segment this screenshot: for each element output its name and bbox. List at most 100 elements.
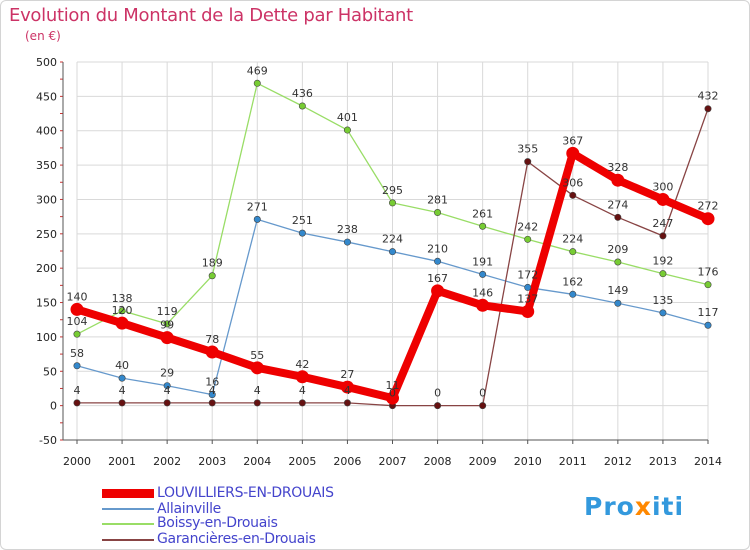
data-label: 99 bbox=[160, 319, 174, 332]
data-point bbox=[614, 299, 622, 307]
x-tick-label: 2005 bbox=[288, 455, 316, 468]
data-point bbox=[434, 402, 442, 410]
data-label: 149 bbox=[607, 284, 628, 297]
data-label: 295 bbox=[382, 184, 403, 197]
legend-swatch bbox=[102, 523, 154, 525]
data-point bbox=[118, 374, 126, 382]
data-point bbox=[659, 270, 667, 278]
y-tick-label: 400 bbox=[36, 125, 57, 138]
y-tick-label: 200 bbox=[36, 262, 57, 275]
data-label: 146 bbox=[472, 286, 493, 299]
data-point bbox=[205, 345, 219, 359]
data-label: 209 bbox=[607, 243, 628, 256]
data-label: 4 bbox=[254, 384, 261, 397]
data-point bbox=[163, 320, 171, 328]
data-point bbox=[343, 126, 351, 134]
data-label: 0 bbox=[389, 387, 396, 400]
data-point bbox=[524, 235, 532, 243]
data-point bbox=[569, 191, 577, 199]
data-label: 189 bbox=[202, 257, 223, 270]
y-tick-label: -50 bbox=[39, 434, 57, 447]
data-point bbox=[73, 399, 81, 407]
logo-part: iti bbox=[651, 492, 685, 521]
data-point bbox=[253, 215, 261, 223]
data-label: 274 bbox=[607, 198, 628, 211]
data-point bbox=[70, 302, 84, 316]
data-label: 328 bbox=[607, 161, 628, 174]
data-label: 469 bbox=[247, 64, 268, 77]
data-point bbox=[431, 284, 445, 298]
x-tick-label: 2000 bbox=[63, 455, 91, 468]
x-tick-label: 2003 bbox=[198, 455, 226, 468]
data-point bbox=[388, 199, 396, 207]
chart-title: Evolution du Montant de la Dette par Hab… bbox=[9, 5, 413, 26]
x-tick-label: 2010 bbox=[514, 455, 542, 468]
data-label: 4 bbox=[344, 384, 351, 397]
data-label: 4 bbox=[119, 384, 126, 397]
y-tick-label: 50 bbox=[43, 365, 57, 378]
data-point bbox=[250, 361, 264, 375]
x-tick-label: 2009 bbox=[469, 455, 497, 468]
data-label: 224 bbox=[562, 233, 583, 246]
data-point bbox=[118, 307, 126, 315]
data-point bbox=[569, 248, 577, 256]
logo-part: Pro bbox=[584, 492, 635, 521]
data-label: 191 bbox=[472, 255, 493, 268]
data-label: 4 bbox=[299, 384, 306, 397]
data-point bbox=[611, 173, 625, 187]
data-point bbox=[298, 399, 306, 407]
data-label: 138 bbox=[112, 292, 133, 305]
data-label: 137 bbox=[517, 292, 538, 305]
data-point bbox=[298, 102, 306, 110]
data-label: 78 bbox=[205, 333, 219, 346]
data-label: 210 bbox=[427, 242, 448, 255]
data-label: 4 bbox=[74, 384, 81, 397]
data-label: 4 bbox=[209, 384, 216, 397]
data-point bbox=[208, 391, 216, 399]
data-label: 238 bbox=[337, 223, 358, 236]
data-point bbox=[656, 192, 670, 206]
data-label: 224 bbox=[382, 233, 403, 246]
data-point bbox=[704, 105, 712, 113]
data-point bbox=[295, 370, 309, 384]
data-label: 281 bbox=[427, 194, 448, 207]
data-point bbox=[386, 391, 399, 405]
data-point bbox=[434, 209, 442, 217]
data-point bbox=[340, 380, 354, 394]
data-point bbox=[479, 402, 487, 410]
data-label: 58 bbox=[70, 347, 84, 360]
y-tick-label: 100 bbox=[36, 331, 57, 344]
data-point bbox=[704, 281, 712, 289]
data-label: 120 bbox=[112, 304, 133, 317]
data-label: 0 bbox=[434, 387, 441, 400]
y-tick-label: 350 bbox=[36, 159, 57, 172]
data-point bbox=[479, 222, 487, 230]
data-point bbox=[521, 304, 535, 318]
data-point bbox=[343, 399, 351, 407]
data-point bbox=[253, 79, 261, 87]
data-label: 355 bbox=[517, 143, 538, 156]
x-tick-label: 2004 bbox=[243, 455, 271, 468]
y-tick-label: 300 bbox=[36, 193, 57, 206]
data-label: 172 bbox=[517, 268, 538, 281]
legend-swatch bbox=[102, 489, 154, 498]
data-point bbox=[524, 158, 532, 166]
data-point bbox=[524, 283, 532, 291]
data-label: 367 bbox=[562, 134, 583, 147]
x-tick-label: 2013 bbox=[649, 455, 677, 468]
data-label: 272 bbox=[698, 200, 719, 213]
data-label: 251 bbox=[292, 214, 313, 227]
data-label: 300 bbox=[652, 180, 673, 193]
y-tick-label: 150 bbox=[36, 297, 57, 310]
data-label: 117 bbox=[698, 306, 719, 319]
data-label: 11 bbox=[386, 379, 400, 392]
y-tick-label: 0 bbox=[50, 400, 57, 413]
data-label: 140 bbox=[67, 290, 88, 303]
data-point bbox=[163, 382, 171, 390]
legend-swatch bbox=[102, 539, 154, 541]
x-tick-label: 2001 bbox=[108, 455, 136, 468]
x-tick-label: 2012 bbox=[604, 455, 632, 468]
x-tick-label: 2014 bbox=[694, 455, 722, 468]
